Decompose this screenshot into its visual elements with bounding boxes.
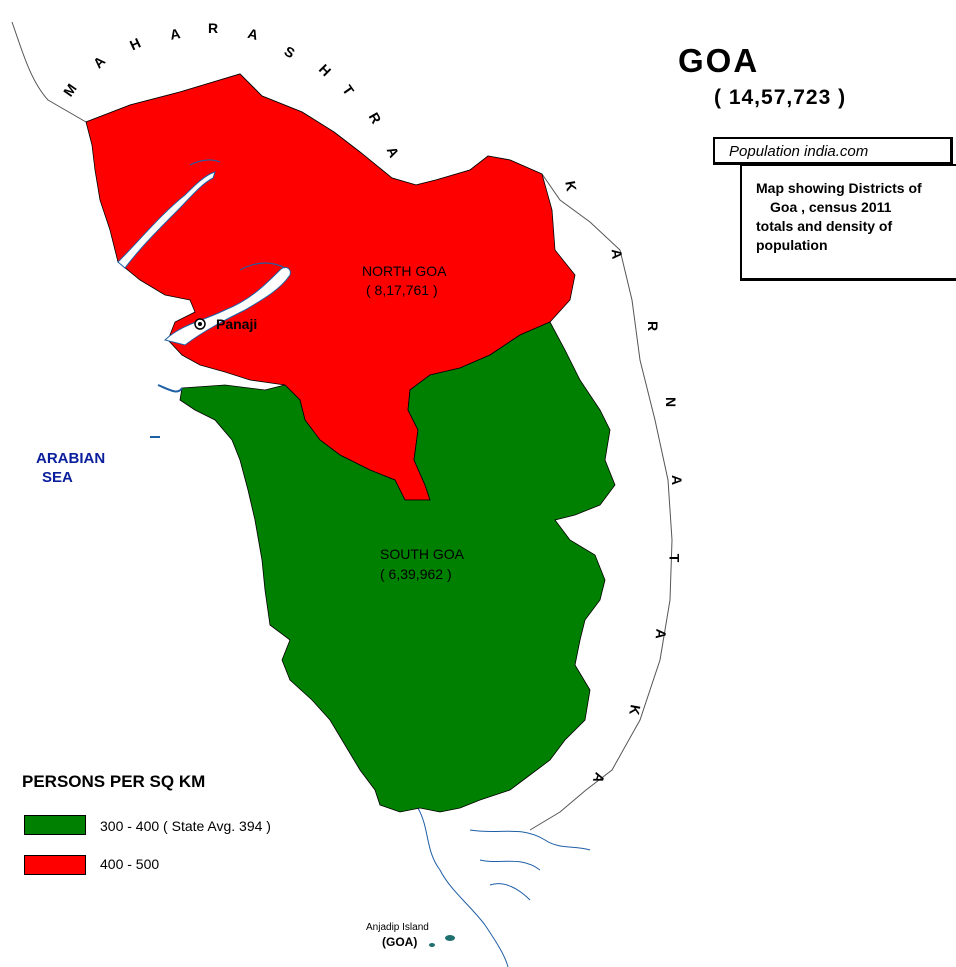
- western-coastline: [150, 384, 183, 438]
- arabian-sea-label: ARABIAN: [36, 450, 106, 467]
- karnataka-letter: A: [608, 248, 626, 260]
- karnataka-letter: T: [666, 553, 683, 563]
- map-title: GOA: [678, 42, 760, 79]
- southern-coastline: [417, 807, 509, 967]
- total-population: ( 14,57,723 ): [714, 86, 847, 109]
- source-text: Population india.com: [729, 143, 869, 160]
- legend-title: PERSONS PER SQ KM: [22, 772, 206, 791]
- maharashtra-letter: R: [208, 20, 219, 36]
- south-goa-district: [179, 321, 616, 813]
- karnataka-letter: N: [663, 396, 680, 408]
- anjadip-island-shape: [445, 935, 455, 941]
- description-line: Goa , census 2011: [770, 199, 892, 215]
- legend-swatch-green: [24, 815, 86, 835]
- description-line: totals and density of: [756, 218, 893, 234]
- southern-river: [469, 829, 591, 901]
- karnataka-letter: R: [645, 320, 662, 332]
- karnataka-letter: A: [669, 474, 686, 486]
- legend-label: 300 - 400 ( State Avg. 394 ): [100, 818, 271, 834]
- description-line: population: [756, 237, 828, 253]
- arabian-sea-label-line2: SEA: [42, 469, 73, 486]
- north-goa-label: NORTH GOA: [362, 263, 447, 279]
- source-box: Population india.com: [713, 137, 953, 165]
- panaji-marker-dot: [198, 322, 202, 326]
- panaji-label: Panaji: [216, 316, 258, 332]
- island-state: (GOA): [382, 935, 418, 949]
- island-name: Anjadip Island: [366, 922, 429, 933]
- south-goa-population: ( 6,39,962 ): [380, 566, 452, 582]
- north-goa-population: ( 8,17,761 ): [366, 282, 438, 298]
- legend-label: 400 - 500: [100, 856, 160, 872]
- anjadip-island-shape-2: [429, 943, 435, 947]
- river-channel: [189, 159, 286, 271]
- chapora-river: [117, 171, 216, 269]
- description-box: Map showing Districts of Goa , census 20…: [740, 164, 956, 281]
- description-line: Map showing Districts of: [756, 180, 922, 196]
- south-goa-label: SOUTH GOA: [380, 546, 465, 562]
- legend-swatch-red: [24, 855, 86, 875]
- karnataka-letter: A: [652, 628, 670, 640]
